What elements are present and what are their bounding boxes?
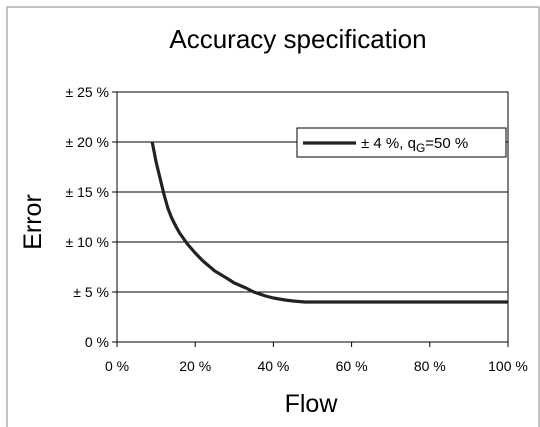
- series-layer: [150, 141, 508, 304]
- chart-frame: [6, 6, 540, 427]
- y-tick-label: 0 %: [85, 334, 109, 350]
- y-tick-label: ± 5 %: [73, 284, 109, 300]
- y-axis-ticks: 0 % ± 5 % ± 10 % ± 15 % ± 20 % ± 25 %: [66, 84, 117, 350]
- x-axis-title: Flow: [285, 390, 339, 418]
- y-axis-title: Error: [19, 194, 47, 250]
- x-tick-label: 60 %: [336, 358, 368, 374]
- x-tick-label: 20 %: [179, 358, 211, 374]
- legend-label-tail: =50 %: [425, 135, 468, 152]
- legend-label: ± 4 %, qG=50 %: [361, 135, 468, 155]
- legend-label-subscript: G: [416, 141, 425, 155]
- legend: ± 4 %, qG=50 %: [296, 127, 507, 158]
- chart-title: Accuracy specification: [169, 24, 426, 54]
- legend-label-main: ± 4 %, q: [361, 135, 416, 152]
- x-tick-label: 0 %: [105, 358, 129, 374]
- y-tick-label: ± 20 %: [66, 134, 109, 150]
- series-line-0: [150, 141, 508, 304]
- x-tick-label: 100 %: [488, 358, 528, 374]
- plot-area: [116, 91, 509, 343]
- x-axis-ticks: 0 % 20 % 40 % 60 % 80 % 100 %: [105, 342, 528, 374]
- y-tick-label: ± 10 %: [66, 234, 109, 250]
- y-tick-label: ± 25 %: [66, 84, 109, 100]
- grid-lines: [117, 141, 508, 293]
- y-tick-label: ± 15 %: [66, 184, 109, 200]
- x-tick-label: 80 %: [414, 358, 446, 374]
- x-tick-label: 40 %: [257, 358, 289, 374]
